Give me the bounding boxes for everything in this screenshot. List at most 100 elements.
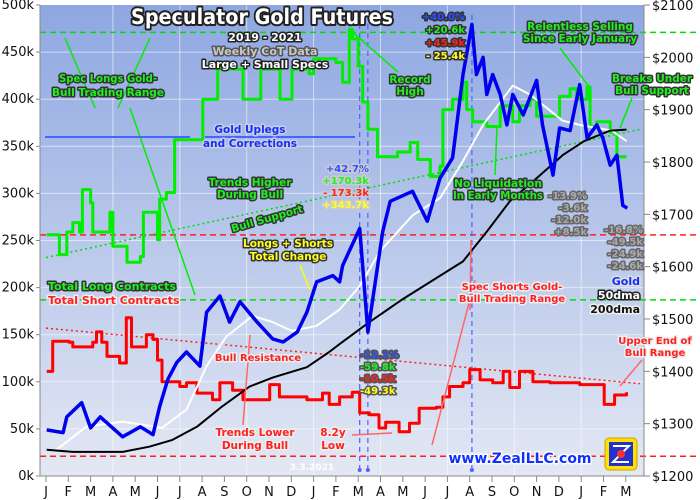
x-tick-label: J [422, 485, 427, 500]
right-tick-label: $1800 [652, 156, 693, 171]
legend-200dma: 200dma [590, 303, 640, 316]
x-tick-label: D [554, 485, 564, 500]
annotation-bull-resistance: Bull Resistance [215, 353, 301, 364]
series-50dma [55, 84, 628, 451]
chart-subtitle-data: Weekly CoT Data [213, 45, 318, 58]
x-tick-label: F [600, 485, 607, 500]
annotation-record-high: High [396, 86, 423, 98]
annotation-nov2020-low: -13.9% [548, 191, 587, 202]
x-tick-label: J [311, 485, 316, 500]
arrow [431, 279, 476, 446]
left-tick-label: 350k [2, 139, 35, 154]
arrow [469, 239, 472, 311]
x-tick-label: A [198, 485, 207, 500]
annotation-upper-end: Bull Range [625, 348, 686, 359]
right-tick-label: $1300 [652, 418, 693, 433]
annotation-total-change: Longs + Shorts [243, 238, 333, 250]
left-tick-label: 100k [2, 375, 35, 390]
x-tick-label: N [532, 485, 542, 500]
x-tick-label: F [332, 485, 339, 500]
zeal-logo [604, 437, 638, 471]
series-total-short-contracts [46, 316, 628, 434]
right-tick-label: $1900 [652, 104, 693, 119]
annotation-mar2021-low: -24.6k [608, 261, 644, 272]
arrow [349, 29, 399, 73]
chart-subtitle-specs: Large + Small Specs [202, 58, 329, 71]
website-label: www.ZealLLC.com [448, 451, 591, 467]
date-stamp: 3.3.2021 [290, 463, 334, 473]
chart-title: Speculator Gold Futures [131, 5, 393, 29]
left-tick-label: 400k [2, 92, 35, 107]
annotation-mar2020-peak: +42.7% [326, 164, 369, 175]
annotation-mar2021-low: -49.5k [608, 237, 644, 248]
left-tick-label: 450k [2, 45, 35, 60]
arrow [117, 37, 151, 109]
legend-gold: Gold [612, 275, 640, 288]
left-tick-label: 0k [18, 469, 34, 484]
annotation-aug2020-peak: +20.6k [425, 25, 465, 36]
x-tick-label: A [465, 485, 474, 500]
annotation-relentless-selling: Relentless Selling [527, 21, 633, 33]
x-tick-label: M [353, 485, 364, 500]
left-tick-label: 200k [2, 281, 35, 296]
x-tick-label: J [155, 485, 160, 500]
arrow [129, 107, 196, 296]
annotation-arrows [45, 29, 643, 446]
annotation-spec-shorts: Bull Trading Range [459, 294, 566, 305]
annotation-aug2020-peak: +40.0% [422, 12, 465, 23]
annotation-trends-lower: Trends Lower [215, 427, 295, 439]
right-tick-label: $2000 [652, 51, 693, 66]
left-tick-label: 500k [2, 0, 35, 13]
annotation-breaks-under: Breaks Under [612, 73, 693, 85]
event-date-marker [469, 468, 474, 472]
x-tick-label: A [376, 485, 385, 500]
right-tick-label: $1700 [652, 208, 693, 223]
annotation-mar2020-low: -10.5k [360, 374, 396, 385]
annotation-spec-longs: Spec Longs Gold- [59, 73, 157, 85]
x-tick-label: N [264, 485, 274, 500]
legend-total-long: Total Long Contracts [48, 280, 176, 293]
x-tick-label: J [43, 485, 48, 500]
bull-support-line [45, 128, 641, 259]
x-tick-label: O [242, 485, 252, 500]
x-tick-label: S [488, 485, 496, 500]
annotation-no-liquidation: In Early Months [453, 190, 543, 202]
legend-total-short: Total Short Contracts [48, 294, 180, 307]
x-tick-label: J [444, 485, 449, 500]
right-tick-label: $1200 [652, 470, 693, 485]
annotation-nov2020-low: -3.6k [558, 203, 587, 214]
annotation-spec-shorts: Spec Shorts Gold- [462, 282, 563, 293]
annotation-mar2020-peak: - 173.3k [323, 188, 369, 199]
annotation-mar2021-low: -24.9k [608, 249, 644, 260]
arrow [494, 127, 498, 176]
annotation-upper-end: Upper End of [618, 336, 692, 347]
left-tick-label: 250k [2, 234, 35, 249]
event-date-marker [365, 468, 370, 472]
annotation-no-liquidation: No Liquidation [454, 178, 542, 190]
x-tick-label: J [578, 485, 583, 500]
x-tick-label: S [220, 485, 228, 500]
event-date-marker [357, 468, 362, 472]
annotation-mar2020-low: -59.8k [360, 362, 396, 373]
right-tick-label: $2100 [652, 0, 693, 14]
x-tick-label: M [130, 485, 141, 500]
annotation-nov2020-low: +8.5k [554, 227, 587, 238]
annotation-aug2020-peak: +45.9k [425, 38, 465, 49]
x-tick-label: M [397, 485, 408, 500]
legend-50dma: 50dma [598, 289, 640, 302]
x-tick-label: O [509, 485, 519, 500]
annotation-trends-higher: Trends Higher [209, 177, 293, 189]
annotation-8y-low: 8.2y [320, 427, 346, 439]
x-tick-label: M [85, 485, 96, 500]
chart-subtitle-years: 2019 - 2021 [228, 31, 301, 44]
annotation-breaks-under: Bull Support [615, 85, 689, 97]
annotation-aug2020-peak: - 25.4k [426, 51, 465, 62]
right-tick-label: $1500 [652, 313, 693, 328]
annotation-total-change: Total Change [250, 251, 327, 263]
left-tick-label: 300k [2, 186, 35, 201]
right-tick-label: $1600 [652, 261, 693, 276]
arrow [242, 334, 251, 426]
annotation-gold-uplegs: Gold Uplegs [214, 124, 285, 136]
